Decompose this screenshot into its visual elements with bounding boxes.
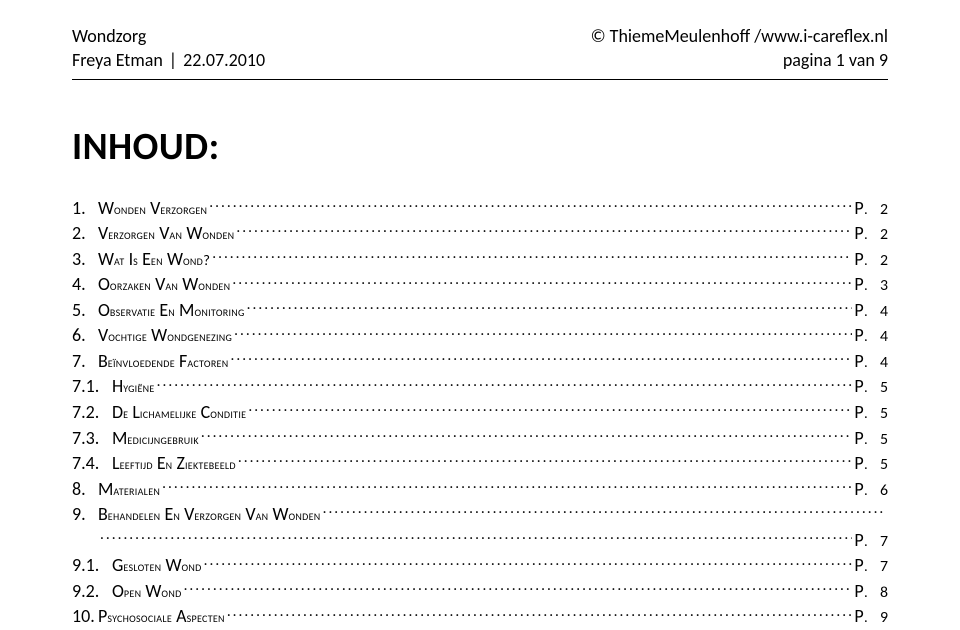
- toc-label: GESLOTEN WOND: [112, 553, 202, 579]
- page-indicator: pagina 1 van 9: [783, 48, 888, 72]
- header-left: Wondzorg Freya Etman | 22.07.2010: [72, 24, 265, 73]
- toc-leaders: [231, 349, 853, 367]
- copyright-line: © ThiemeMeulenhoff / www.i-careflex.nl: [591, 24, 888, 48]
- toc-leaders: [227, 604, 853, 622]
- page-title: INHOUD:: [72, 124, 888, 170]
- toc-row: 7.4.LEEFTIJD EN ZIEKTEBEELD P.5: [72, 451, 888, 477]
- table-of-contents: 1.WONDEN VERZORGENP.22.VERZORGEN VAN WON…: [72, 196, 888, 630]
- toc-page: P.2: [854, 196, 888, 222]
- toc-number: 8.: [72, 477, 98, 503]
- toc-number: 7.3.: [72, 426, 112, 452]
- toc-page: P.6: [854, 477, 888, 503]
- toc-page: P.7: [854, 553, 888, 579]
- toc-page: P.5: [854, 451, 888, 477]
- page-header: Wondzorg Freya Etman | 22.07.2010 © Thie…: [72, 24, 888, 80]
- toc-page: P.2: [854, 247, 888, 273]
- toc-page: P.5: [854, 400, 888, 426]
- toc-number: 2.: [72, 221, 98, 247]
- toc-page: P.4: [854, 298, 888, 324]
- toc-leaders: [162, 477, 852, 495]
- toc-number: 3.: [72, 247, 98, 273]
- doc-date: 22.07.2010: [183, 48, 265, 72]
- toc-number: 1.: [72, 196, 98, 222]
- toc-row: 7.1.HYGIËNE P.5: [72, 374, 888, 400]
- toc-row: 9.BEHANDELEN EN VERZORGEN VAN WONDEN: [72, 502, 888, 528]
- toc-page: P.5: [854, 426, 888, 452]
- toc-leaders: [204, 553, 853, 571]
- toc-leaders: [184, 579, 853, 597]
- toc-page: P.5: [854, 374, 888, 400]
- toc-leaders: [209, 196, 852, 214]
- toc-row: 1.WONDEN VERZORGEN P.2: [72, 196, 888, 222]
- toc-leaders: [232, 272, 852, 290]
- toc-number: 9.2.: [72, 579, 112, 605]
- toc-label: VOCHTIGE WONDGENEZING: [98, 323, 232, 349]
- toc-page: P.3: [854, 272, 888, 298]
- toc-number: 9.1.: [72, 553, 112, 579]
- toc-leaders: [234, 323, 852, 341]
- toc-label: OORZAKEN VAN WONDEN: [98, 272, 230, 298]
- toc-number: 7.4.: [72, 451, 112, 477]
- toc-row: 3.WAT IS EEN WOND? P.2: [72, 247, 888, 273]
- separator-pipe: |: [169, 48, 177, 72]
- toc-row: 10.PSYCHOSOCIALE ASPECTEN P.9: [72, 604, 888, 630]
- toc-label: OPEN WOND: [112, 579, 182, 605]
- site-link[interactable]: www.i-careflex.nl: [761, 24, 888, 48]
- toc-row: 7.3.MEDICIJNGEBRUIK P.5: [72, 426, 888, 452]
- toc-label: MEDICIJNGEBRUIK: [112, 426, 199, 452]
- toc-leaders: [100, 528, 852, 546]
- toc-label: BEHANDELEN EN VERZORGEN VAN WONDEN: [98, 502, 321, 528]
- toc-page: P.4: [854, 349, 888, 375]
- toc-row: P.7: [72, 528, 888, 554]
- toc-leaders: [238, 451, 853, 469]
- toc-page: P.2: [854, 221, 888, 247]
- author-date-line: Freya Etman | 22.07.2010: [72, 48, 265, 72]
- toc-row: 7.2.DE LICHAMELIJKE CONDITIE P.5: [72, 400, 888, 426]
- toc-row: 5.OBSERVATIE EN MONITORING P.4: [72, 298, 888, 324]
- toc-row: 4.OORZAKEN VAN WONDEN P.3: [72, 272, 888, 298]
- toc-number: 9.: [72, 502, 98, 528]
- toc-label: VERZORGEN VAN WONDEN: [98, 221, 234, 247]
- toc-number: 7.1.: [72, 374, 112, 400]
- toc-label: WONDEN VERZORGEN: [98, 196, 207, 222]
- toc-label: OBSERVATIE EN MONITORING: [98, 298, 245, 324]
- toc-row: 9.2.OPEN WOND P.8: [72, 579, 888, 605]
- header-right: © ThiemeMeulenhoff / www.i-careflex.nl p…: [591, 24, 888, 73]
- toc-number: 7.: [72, 349, 98, 375]
- toc-label: HYGIËNE: [112, 374, 155, 400]
- copyright-text: © ThiemeMeulenhoff /: [591, 24, 762, 48]
- toc-label: LEEFTIJD EN ZIEKTEBEELD: [112, 451, 236, 477]
- toc-page: P.4: [854, 323, 888, 349]
- toc-number: 7.2.: [72, 400, 112, 426]
- toc-row: 6.VOCHTIGE WONDGENEZING P.4: [72, 323, 888, 349]
- toc-leaders: [323, 502, 886, 520]
- toc-number: 5.: [72, 298, 98, 324]
- toc-row: 2.VERZORGEN VAN WONDEN P.2: [72, 221, 888, 247]
- toc-row: 9.1.GESLOTEN WOND P.7: [72, 553, 888, 579]
- toc-row: 7.BEÏNVLOEDENDE FACTOREN P.4: [72, 349, 888, 375]
- toc-row: 8.MATERIALEN P.6: [72, 477, 888, 503]
- toc-page: P.8: [854, 579, 888, 605]
- toc-number: 4.: [72, 272, 98, 298]
- toc-leaders: [247, 298, 853, 316]
- toc-leaders: [248, 400, 852, 418]
- toc-label: WAT IS EEN WOND?: [98, 247, 210, 273]
- toc-page: P.9: [854, 604, 888, 630]
- toc-label: DE LICHAMELIJKE CONDITIE: [112, 400, 246, 426]
- toc-leaders: [157, 374, 853, 392]
- toc-label: MATERIALEN: [98, 477, 160, 503]
- author-name: Freya Etman: [72, 48, 163, 72]
- toc-number: 6.: [72, 323, 98, 349]
- toc-label: PSYCHOSOCIALE ASPECTEN: [98, 604, 225, 630]
- toc-leaders: [201, 426, 853, 444]
- toc-label: BEÏNVLOEDENDE FACTOREN: [98, 349, 229, 375]
- doc-title: Wondzorg: [72, 24, 265, 48]
- toc-page: P.7: [854, 528, 888, 554]
- toc-number: 10.: [72, 604, 98, 630]
- toc-leaders: [212, 247, 852, 265]
- toc-leaders: [236, 221, 852, 239]
